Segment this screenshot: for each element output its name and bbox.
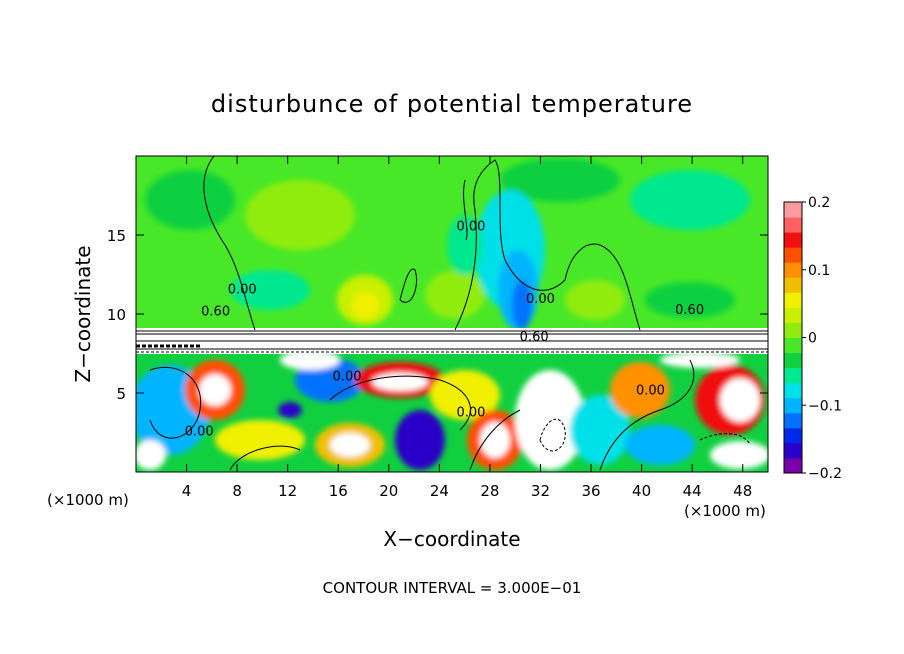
- colorbar-swatch: [784, 322, 802, 338]
- y-axis-label: Z−coordinate: [71, 245, 95, 382]
- contour-label: 0.00: [228, 282, 257, 297]
- x-tick-label: 12: [278, 482, 297, 500]
- colorbar-swatch: [784, 277, 802, 293]
- x-unit-right: (×1000 m): [684, 502, 766, 520]
- x-tick-label: 40: [632, 482, 651, 500]
- chart-title: disturbunce of potential temperature: [211, 90, 693, 118]
- colorbar-swatch: [784, 412, 802, 429]
- contour-label: 0.00: [333, 369, 362, 384]
- colorbar-swatch: [784, 232, 802, 248]
- contour-label: 0.00: [526, 292, 555, 307]
- x-axis: 4 8 12 16 20 24 28 32 36 40 44 48: [182, 156, 752, 500]
- colorbar-swatch: [784, 457, 802, 474]
- colorbar-swatch: [784, 427, 802, 444]
- x-unit-left: (×1000 m): [47, 491, 129, 509]
- contour-interval-footer: CONTOUR INTERVAL = 3.000E−01: [323, 579, 582, 597]
- x-tick-label: 36: [581, 482, 600, 500]
- colorbar-swatch: [784, 442, 802, 459]
- y-axis: 5 10 15: [107, 227, 768, 403]
- x-axis-label: X−coordinate: [383, 527, 520, 551]
- colorbar-swatch: [784, 202, 802, 218]
- colorbar-label: −0.2: [808, 466, 842, 482]
- x-tick-label: 48: [733, 482, 752, 500]
- x-tick-label: 44: [683, 482, 702, 500]
- colorbar-swatch: [784, 352, 802, 369]
- contour-label: 0.60: [520, 330, 549, 345]
- colorbar-swatch: [784, 382, 802, 399]
- colorbar-label: 0.2: [808, 195, 830, 211]
- x-tick-label: 28: [480, 482, 499, 500]
- x-tick-label: 16: [329, 482, 348, 500]
- x-tick-label: 24: [430, 482, 449, 500]
- x-tick-label: 8: [232, 482, 242, 500]
- colorbar: 0.2 0.1 0 −0.1 −0.2: [783, 195, 842, 482]
- y-tick-label: 10: [107, 306, 126, 324]
- contour-label: 0.00: [456, 406, 485, 421]
- contour-label: 0.60: [201, 305, 230, 320]
- heatmap-field: [136, 156, 768, 472]
- colorbar-swatch: [784, 337, 802, 354]
- contour-label: 0.60: [675, 303, 704, 318]
- colorbar-swatch: [784, 307, 802, 323]
- contour-label-layer: 0.60 0.60 0.60 0.00 0.00 0.00 0.00 0.00 0.00 0.00: [185, 219, 704, 439]
- colorbar-swatch: [784, 292, 802, 308]
- contour-label: 0.00: [185, 425, 214, 440]
- colorbar-label: 0.1: [808, 263, 830, 279]
- colorbar-swatch: [784, 217, 802, 233]
- contour-label: 0.00: [456, 219, 485, 234]
- x-tick-label: 32: [531, 482, 550, 500]
- colorbar-swatch: [784, 262, 802, 278]
- x-tick-label: 20: [379, 482, 398, 500]
- contour-label: 0.00: [636, 384, 665, 399]
- y-tick-label: 5: [116, 385, 126, 403]
- colorbar-swatch: [784, 367, 802, 384]
- colorbar-label: −0.1: [808, 398, 842, 414]
- colorbar-swatch: [784, 397, 802, 414]
- y-tick-label: 15: [107, 227, 126, 245]
- x-tick-label: 4: [182, 482, 192, 500]
- colorbar-swatch: [784, 247, 802, 263]
- colorbar-label: 0: [808, 331, 817, 347]
